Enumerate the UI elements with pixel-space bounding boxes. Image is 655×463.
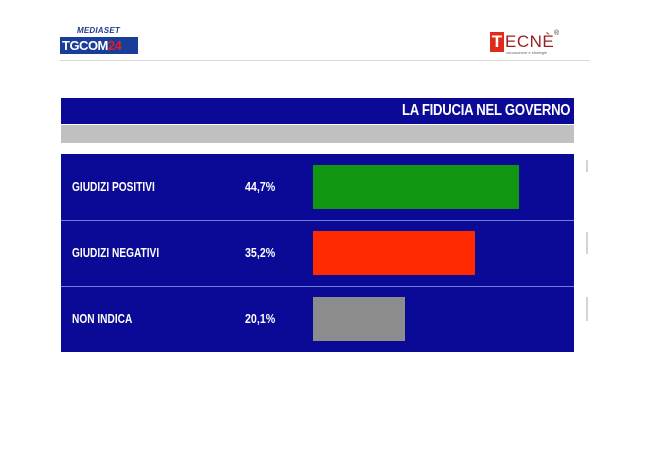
tecne-logo-text: ECNÈ: [505, 32, 555, 51]
chart-row: NON INDICA 20,1%: [61, 286, 574, 352]
tgcom-logo-number: 24: [107, 38, 122, 53]
row-separator: [61, 220, 574, 221]
chart-panel: GIUDIZI POSITIVI 44,7% GIUDIZI NEGATIVI 35,…: [61, 154, 574, 352]
chart-row: GIUDIZI POSITIVI 44,7%: [61, 154, 574, 220]
edge-mark: [586, 232, 588, 254]
chart-title-bar: LA FIDUCIA NEL GOVERNO: [61, 98, 574, 124]
tgcom-logo-text: TGCOM: [62, 38, 108, 53]
mediaset-logo-text: MEDIASET: [77, 26, 120, 35]
tecne-logo: T ECNÈ ® conoscenze e strategie: [490, 30, 570, 56]
tecne-tagline: conoscenze e strategie: [506, 50, 548, 55]
value-label: 20,1%: [245, 311, 276, 326]
value-label: 44,7%: [245, 179, 276, 194]
edge-mark: [586, 160, 588, 172]
header-divider: [60, 60, 590, 61]
category-label: GIUDIZI NEGATIVI: [72, 245, 160, 260]
tgcom-logo-box: TGCOM24: [60, 37, 138, 54]
chart-row: GIUDIZI NEGATIVI 35,2%: [61, 220, 574, 286]
row-separator: [61, 286, 574, 287]
bar: [313, 231, 475, 275]
category-label: NON INDICA: [72, 311, 133, 326]
value-label: 35,2%: [245, 245, 276, 260]
chart-title: LA FIDUCIA NEL GOVERNO: [401, 102, 571, 119]
tecne-logo-initial: T: [490, 32, 504, 52]
bar: [313, 165, 519, 209]
bar: [313, 297, 405, 341]
chart-subtitle-bar: [61, 125, 574, 143]
category-label: GIUDIZI POSITIVI: [72, 179, 155, 194]
edge-mark: [586, 297, 588, 321]
tecne-registered-mark: ®: [554, 30, 560, 37]
tgcom24-logo: MEDIASET TGCOM24: [60, 26, 140, 58]
